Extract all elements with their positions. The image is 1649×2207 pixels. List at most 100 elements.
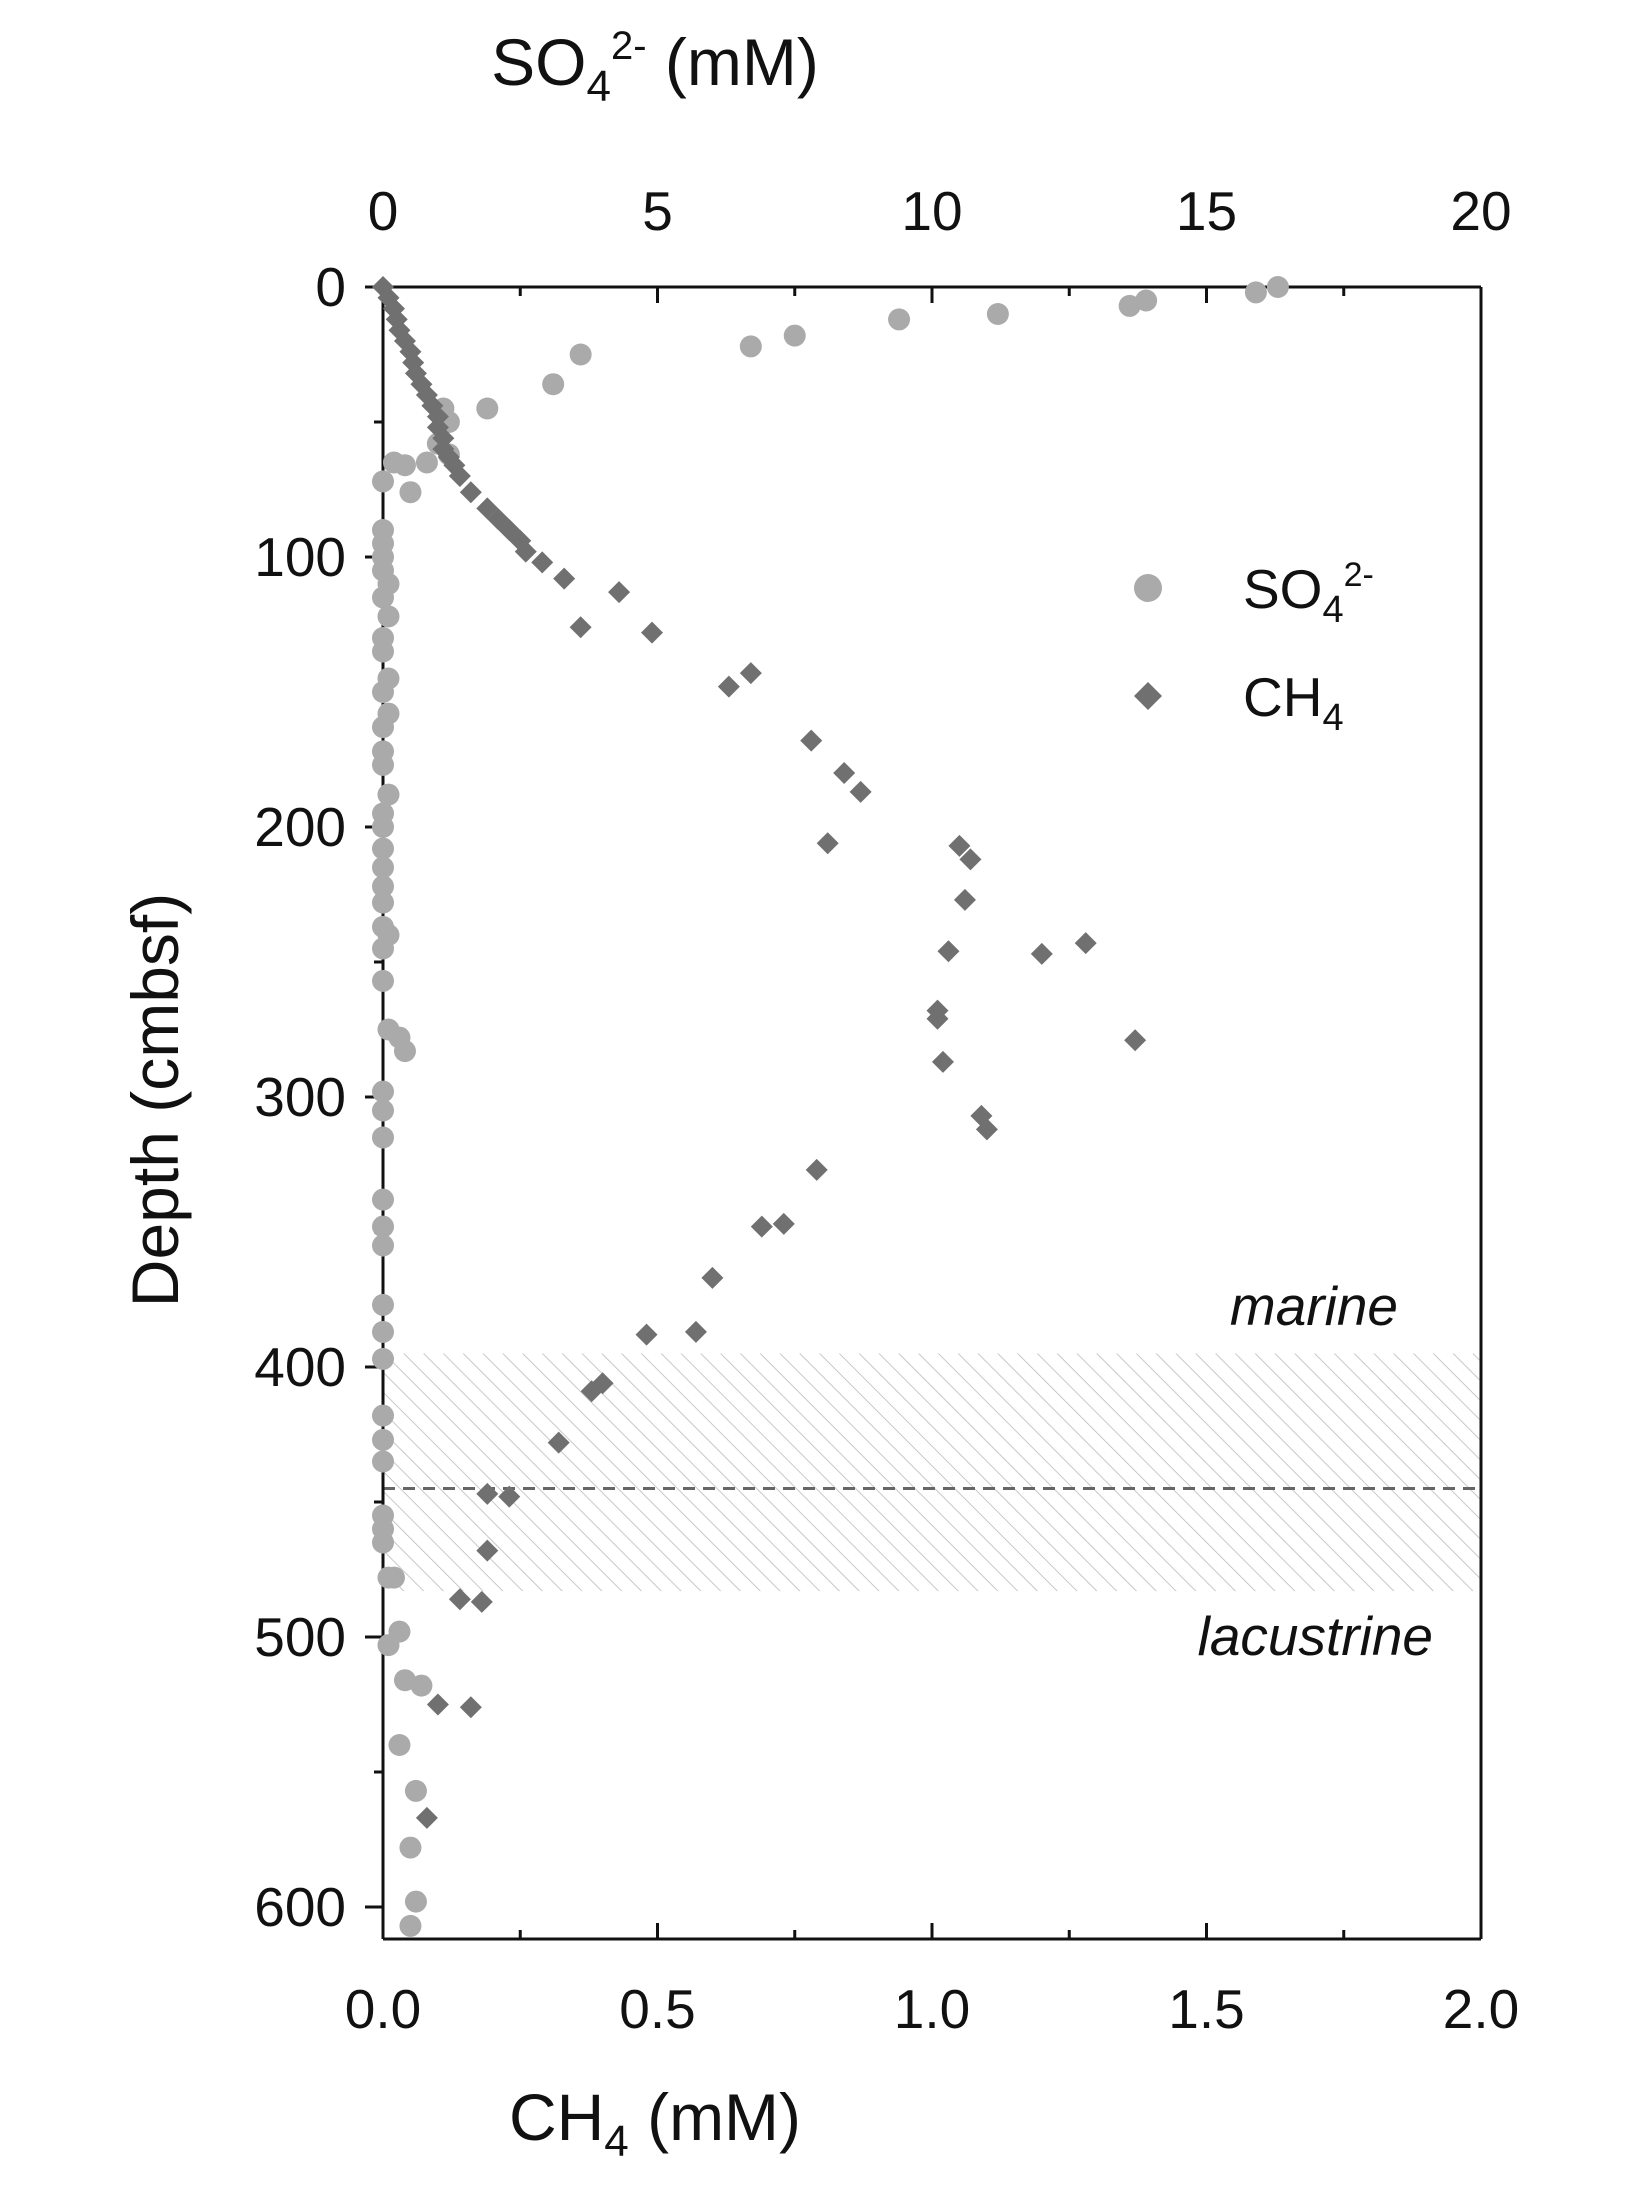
so4-data-point — [393, 1040, 416, 1063]
so4-data-point — [377, 1634, 400, 1657]
so4-data-point — [372, 1099, 394, 1122]
so4-data-point — [399, 1836, 422, 1859]
ch4-data-point — [953, 888, 976, 911]
so4-series — [372, 276, 1289, 1937]
so4-data-point — [377, 783, 400, 806]
top-axis-tick-label: 10 — [901, 180, 962, 242]
so4-data-point — [1266, 276, 1289, 298]
legend-ch4-label: CH4 — [1243, 666, 1344, 739]
so4-data-point — [1244, 281, 1267, 304]
ch4-data-point — [547, 1431, 570, 1454]
ch4-data-point — [772, 1212, 795, 1235]
top-axis-tick-label: 5 — [642, 180, 673, 242]
so4-data-point — [372, 1126, 394, 1149]
ch4-data-point — [959, 848, 982, 871]
so4-data-point — [372, 891, 394, 914]
so4-data-point — [372, 1404, 394, 1427]
so4-data-point — [410, 1674, 433, 1697]
ch4-data-point — [531, 551, 554, 574]
ch4-data-point — [800, 729, 823, 752]
so4-data-point — [542, 373, 565, 396]
so4-data-point — [372, 1234, 394, 1257]
so4-data-point — [372, 1347, 394, 1370]
ch4-data-point — [415, 1806, 438, 1829]
so4-data-point — [372, 716, 394, 739]
bottom-axis-tick-label: 1.5 — [1168, 1978, 1244, 2040]
ch4-data-point — [459, 1696, 482, 1719]
legend-so4-label: SO42- — [1243, 556, 1374, 631]
ch4-data-point — [717, 675, 740, 698]
transition-band — [383, 1353, 1481, 1592]
so4-data-point — [404, 1779, 427, 1802]
ch4-data-point — [476, 497, 499, 520]
so4-data-point — [783, 324, 806, 347]
top-axis-title: SO42- (mM) — [491, 24, 819, 111]
so4-data-point — [372, 1428, 394, 1451]
ch4-data-point — [948, 834, 971, 857]
ch4-data-point — [459, 481, 482, 504]
so4-data-point — [372, 816, 394, 838]
ch4-data-point — [476, 1482, 499, 1505]
top-axis-tick-label: 0 — [368, 180, 399, 242]
ch4-data-point — [1074, 932, 1097, 955]
ch4-data-point — [816, 832, 839, 855]
so4-data-point — [372, 837, 394, 860]
ch4-data-point — [684, 1320, 707, 1343]
so4-data-point — [415, 451, 438, 474]
ch4-data-point — [1124, 1029, 1147, 1052]
so4-data-point — [372, 753, 394, 776]
axis-tick-labels: 0 5 10 15 20 0.0 0.5 1.0 1.5 2.0 0 100 200 300 400 500 6… — [254, 180, 1519, 2040]
so4-data-point — [382, 1566, 405, 1589]
so4-data-point — [372, 1215, 394, 1238]
so4-data-point — [372, 640, 394, 663]
ch4-data-point — [580, 1380, 603, 1403]
so4-data-point — [372, 586, 394, 609]
ch4-data-point — [608, 581, 631, 604]
ch4-data-point — [701, 1266, 724, 1289]
so4-data-point — [393, 454, 416, 477]
so4-data-point — [388, 1734, 411, 1756]
y-axis-tick-label: 0 — [315, 256, 346, 318]
ch4-data-point — [750, 1215, 773, 1238]
so4-data-point — [399, 1914, 422, 1937]
legend-ch4-marker — [1134, 682, 1162, 710]
ch4-data-point — [476, 1539, 499, 1562]
ch4-data-point — [569, 616, 592, 639]
so4-data-point — [372, 969, 394, 992]
ch4-series — [372, 276, 1147, 1829]
so4-data-point — [372, 1188, 394, 1211]
so4-data-point — [372, 1293, 394, 1316]
bottom-axis-tick-label: 2.0 — [1443, 1978, 1519, 2040]
ch4-data-point — [805, 1158, 828, 1181]
ch4-data-point — [926, 1007, 949, 1030]
ch4-data-point — [931, 1050, 954, 1073]
ch4-data-point — [975, 1118, 998, 1141]
so4-data-point — [888, 308, 911, 331]
y-axis-tick-label: 200 — [254, 796, 346, 858]
ch4-data-point — [514, 540, 537, 563]
so4-data-point — [372, 1320, 394, 1343]
ch4-data-point — [1030, 942, 1053, 965]
so4-data-point — [372, 937, 394, 960]
bottom-axis-tick-label: 0.0 — [345, 1978, 421, 2040]
so4-data-point — [1118, 294, 1141, 317]
so4-data-point — [372, 1531, 394, 1554]
y-axis-tick-label: 500 — [254, 1606, 346, 1668]
so4-data-point — [372, 470, 394, 493]
top-axis-tick-label: 20 — [1450, 180, 1511, 242]
so4-data-point — [372, 1450, 394, 1473]
so4-data-point — [404, 1890, 427, 1913]
ch4-data-point — [937, 940, 960, 963]
bottom-axis-tick-label: 0.5 — [619, 1978, 695, 2040]
ch4-data-point — [553, 567, 576, 590]
y-axis-tick-label: 600 — [254, 1876, 346, 1938]
legend-so4-marker — [1134, 574, 1162, 602]
ch4-data-point — [448, 1588, 471, 1611]
so4-data-point — [986, 303, 1009, 325]
ch4-data-point — [470, 1590, 493, 1613]
so4-data-point — [372, 875, 394, 898]
ch4-data-point — [635, 1323, 658, 1346]
y-axis-title: Depth (cmbsf) — [118, 893, 192, 1307]
